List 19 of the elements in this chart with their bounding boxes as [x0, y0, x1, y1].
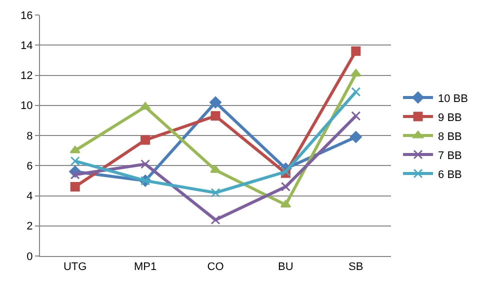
x-tick-label: SB [348, 261, 364, 274]
y-tick-label: 14 [20, 40, 33, 52]
legend-label: 10 BB [438, 92, 468, 105]
y-tick-label: 12 [20, 70, 33, 82]
legend-label: 8 BB [438, 130, 462, 143]
x-tick-label: MP1 [134, 261, 157, 274]
y-tick-label: 16 [20, 10, 33, 22]
y-tick-label: 8 [26, 130, 33, 142]
y-tick-label: 6 [26, 160, 33, 172]
y-tick-label: 4 [26, 190, 33, 203]
legend-label: 7 BB [438, 150, 462, 162]
y-tick-label: 10 [20, 100, 33, 112]
x-tick-label: UTG [63, 261, 87, 274]
legend-label: 9 BB [438, 112, 462, 124]
y-tick-label: 2 [26, 220, 33, 233]
x-tick-label: BU [278, 261, 294, 274]
y-tick-label: 0 [26, 250, 33, 263]
legend-label: 6 BB [438, 168, 462, 181]
x-tick-label: CO [207, 261, 224, 274]
